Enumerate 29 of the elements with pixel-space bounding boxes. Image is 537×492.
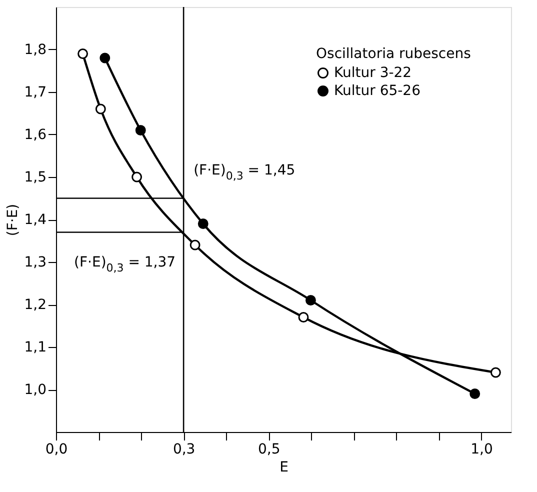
x-tick-label: 0,0 bbox=[45, 442, 68, 458]
y-tick-label: 1,8 bbox=[24, 42, 46, 58]
y-tick-label: 1,2 bbox=[24, 297, 46, 313]
y-tick-label: 1,6 bbox=[24, 127, 47, 143]
point bbox=[95, 104, 106, 114]
point bbox=[470, 388, 480, 399]
y-tick-label: 1,7 bbox=[24, 84, 46, 100]
point bbox=[100, 52, 110, 64]
y-tick-label: 1,3 bbox=[24, 254, 46, 270]
point bbox=[198, 218, 208, 229]
x-axis-title: E bbox=[280, 460, 288, 476]
point bbox=[135, 125, 146, 136]
y-axis-title: (F·E) bbox=[5, 204, 22, 236]
point bbox=[132, 172, 142, 182]
point bbox=[305, 295, 316, 306]
legend-title: Oscillatoria rubescens bbox=[316, 46, 471, 62]
y-tick-label: 1,4 bbox=[24, 212, 47, 228]
y-tick-label: 1,0 bbox=[24, 382, 46, 398]
legend-label: Kultur 3-22 bbox=[334, 65, 412, 81]
y-tick-label: 1,1 bbox=[24, 340, 46, 356]
x-tick-label: 1,0 bbox=[470, 442, 493, 458]
point bbox=[298, 312, 309, 322]
x-tick-label: 0,3 bbox=[172, 442, 196, 458]
point bbox=[78, 48, 88, 59]
y-tick-label: 1,5 bbox=[24, 170, 46, 186]
point bbox=[490, 367, 501, 378]
point bbox=[190, 240, 200, 250]
x-tick-label: 0,5 bbox=[258, 442, 280, 458]
legend-label: Kultur 65-26 bbox=[334, 83, 421, 99]
